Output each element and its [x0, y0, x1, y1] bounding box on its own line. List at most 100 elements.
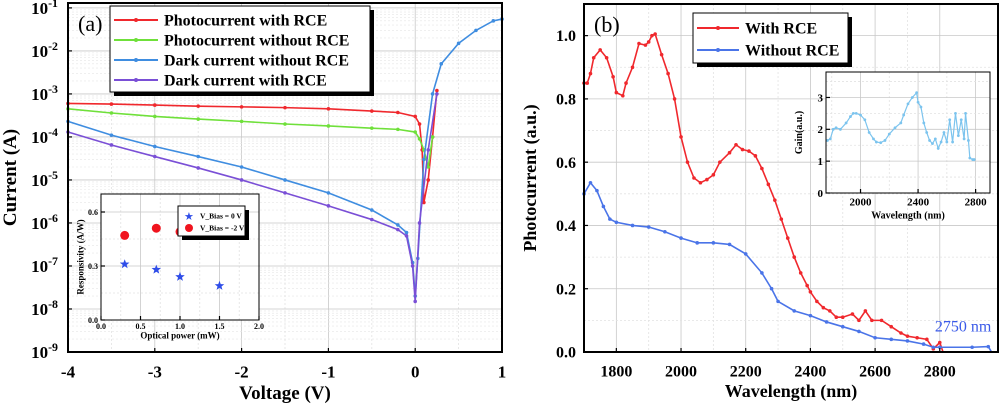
data-point: [672, 97, 677, 101]
y-tick-label: 2: [818, 124, 824, 136]
data-point: [153, 144, 157, 149]
data-point: [769, 286, 774, 291]
legend-star-icon: ★: [184, 211, 194, 223]
data-point: [439, 62, 444, 66]
data-point: [873, 335, 877, 340]
data-point: [889, 337, 894, 342]
data-point: [859, 113, 862, 117]
data-point: [109, 133, 114, 137]
x-tick-label: 2000: [665, 363, 697, 380]
data-point: [887, 132, 891, 136]
data-point: [986, 344, 991, 349]
data-point: [867, 131, 871, 134]
data-point: [942, 131, 946, 134]
data-point: [598, 48, 602, 52]
data-point: [760, 271, 764, 275]
data-point: [925, 337, 929, 342]
series-line: [67, 108, 434, 168]
y-axis-label: Responsivity (A/W): [75, 219, 85, 294]
y-tick-label: 0.8: [556, 92, 576, 109]
data-point: [326, 107, 331, 111]
data-point: [857, 318, 861, 323]
y-tick-label: 1: [818, 156, 824, 168]
data-point: [698, 180, 703, 185]
data-point: [821, 305, 826, 310]
data-point: [906, 102, 910, 106]
y-axis-label: Photocurrent (a.u.): [520, 104, 541, 251]
data-point: [370, 126, 374, 130]
panel-label: (a): [78, 11, 102, 36]
legend-item: Dark current with RCE: [114, 73, 327, 90]
data-point: [326, 191, 331, 195]
x-tick-label: 2000: [850, 197, 873, 209]
data-point-star: [214, 280, 225, 290]
data-point: [893, 126, 897, 130]
y-tick-label: 0.0: [556, 345, 576, 362]
data-point: [928, 139, 931, 142]
data-point: [646, 225, 651, 229]
x-tick-label: 2400: [907, 197, 930, 209]
data-point: [109, 102, 114, 106]
data-point: [863, 118, 867, 122]
data-point: [779, 217, 784, 221]
data-point: [850, 312, 855, 316]
data-point-star: [119, 259, 130, 269]
data-point: [653, 32, 657, 36]
data-point: [798, 271, 803, 275]
data-point: [951, 140, 954, 144]
data-point: [196, 154, 200, 159]
data-point: [643, 43, 648, 47]
data-point: [954, 111, 957, 115]
data-point: [883, 139, 887, 142]
data-point: [417, 122, 422, 126]
data-point: [435, 92, 439, 96]
legend-marker: [134, 58, 138, 62]
data-point: [931, 142, 934, 146]
data-point: [808, 313, 813, 318]
y-tick-label: 10-3: [31, 82, 58, 104]
data-point: [921, 342, 926, 346]
x-tick-label: 0: [411, 363, 420, 382]
data-point: [109, 143, 114, 147]
y-tick-label: 0.4: [556, 218, 576, 235]
legend-item: With RCE: [697, 21, 817, 38]
axes-frame: [825, 71, 991, 194]
data-point: [747, 149, 751, 153]
data-point: [718, 160, 722, 164]
data-point: [902, 113, 906, 117]
x-tick-label: 2600: [859, 363, 891, 380]
legend-label: Photocurrent without RCE: [164, 33, 349, 50]
data-point: [936, 147, 940, 150]
data-point: [637, 41, 641, 46]
y-tick-label: 10-1: [31, 0, 58, 18]
y-tick-label: 10-7: [31, 254, 58, 276]
legend-marker: [716, 48, 720, 52]
data-point: [426, 148, 431, 152]
data-point: [915, 335, 919, 340]
data-point: [905, 334, 910, 338]
data-point: [773, 198, 777, 202]
x-tick-label: -2: [235, 363, 249, 382]
data-point: [283, 105, 287, 110]
legend-circle-icon: [185, 224, 193, 232]
data-point: [937, 345, 942, 350]
panel-label: (b): [594, 12, 620, 37]
data-point: [417, 221, 422, 225]
data-point: [959, 118, 963, 122]
data-point: [863, 309, 868, 313]
data-point: [239, 165, 244, 169]
data-point: [964, 111, 967, 115]
x-tick-label: 1.5: [215, 322, 225, 331]
data-point: [404, 230, 409, 235]
legend-label: Photocurrent with RCE: [164, 13, 327, 30]
y-tick-label: 10-9: [31, 340, 58, 362]
data-point: [239, 178, 244, 182]
x-tick-label: -4: [61, 363, 76, 382]
data-point: [760, 166, 764, 171]
data-point: [695, 241, 700, 245]
data-point: [727, 242, 732, 247]
data-point: [705, 177, 709, 182]
legend-label: Without RCE: [745, 43, 839, 60]
data-point: [456, 41, 461, 46]
y-tick-label: 0.3: [88, 262, 98, 271]
